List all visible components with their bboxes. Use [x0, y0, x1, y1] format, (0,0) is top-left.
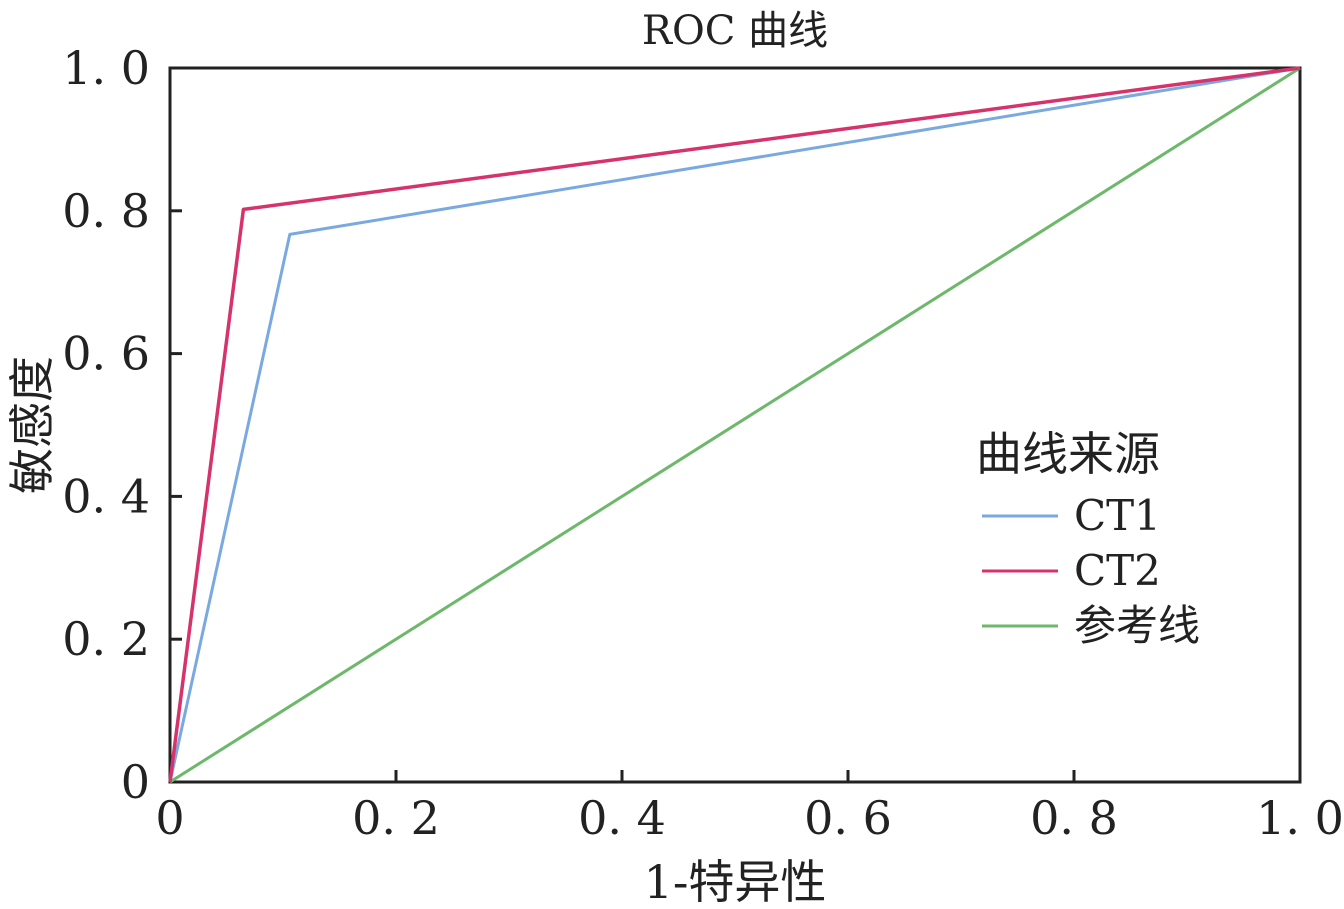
legend: 曲线来源 CT1 CT2 参考线: [976, 427, 1200, 650]
plot-area: [168, 66, 1302, 784]
series-lines: [168, 66, 1301, 784]
x-tick-label: 1. 0: [1256, 791, 1344, 845]
y-axis-title: 敏感度: [5, 356, 59, 494]
y-tick-label: 0: [121, 755, 150, 809]
legend-label: CT1: [1074, 491, 1161, 540]
legend-label: CT2: [1074, 546, 1161, 595]
chart-title: ROC 曲线: [642, 8, 828, 54]
y-tick-label: 1. 0: [62, 41, 150, 95]
series-line-1: [168, 66, 1301, 783]
legend-label: 参考线: [1074, 601, 1200, 650]
y-tick-label: 0. 8: [62, 184, 150, 238]
x-tick-label: 0. 2: [352, 791, 440, 845]
y-tick-label: 0. 6: [62, 327, 150, 381]
x-tick-label: 0. 4: [578, 791, 666, 845]
legend-title: 曲线来源: [976, 427, 1160, 481]
series-line-3: [169, 66, 1301, 784]
x-tick-label: 0. 6: [804, 791, 892, 845]
plot-border: [168, 66, 1302, 784]
y-tick-label: 0. 4: [62, 469, 150, 523]
series-line-2: [168, 66, 1301, 783]
x-axis: 0 0. 2 0. 4 0. 6 0. 8 1. 0: [155, 770, 1344, 845]
x-axis-title: 1-特异性: [644, 855, 827, 909]
y-tick-label: 0. 2: [62, 612, 150, 666]
x-tick-label: 0. 8: [1030, 791, 1118, 845]
y-axis: 0 0. 2 0. 4 0. 6 0. 8 1. 0: [62, 41, 182, 809]
x-tick-label: 0: [155, 791, 184, 845]
